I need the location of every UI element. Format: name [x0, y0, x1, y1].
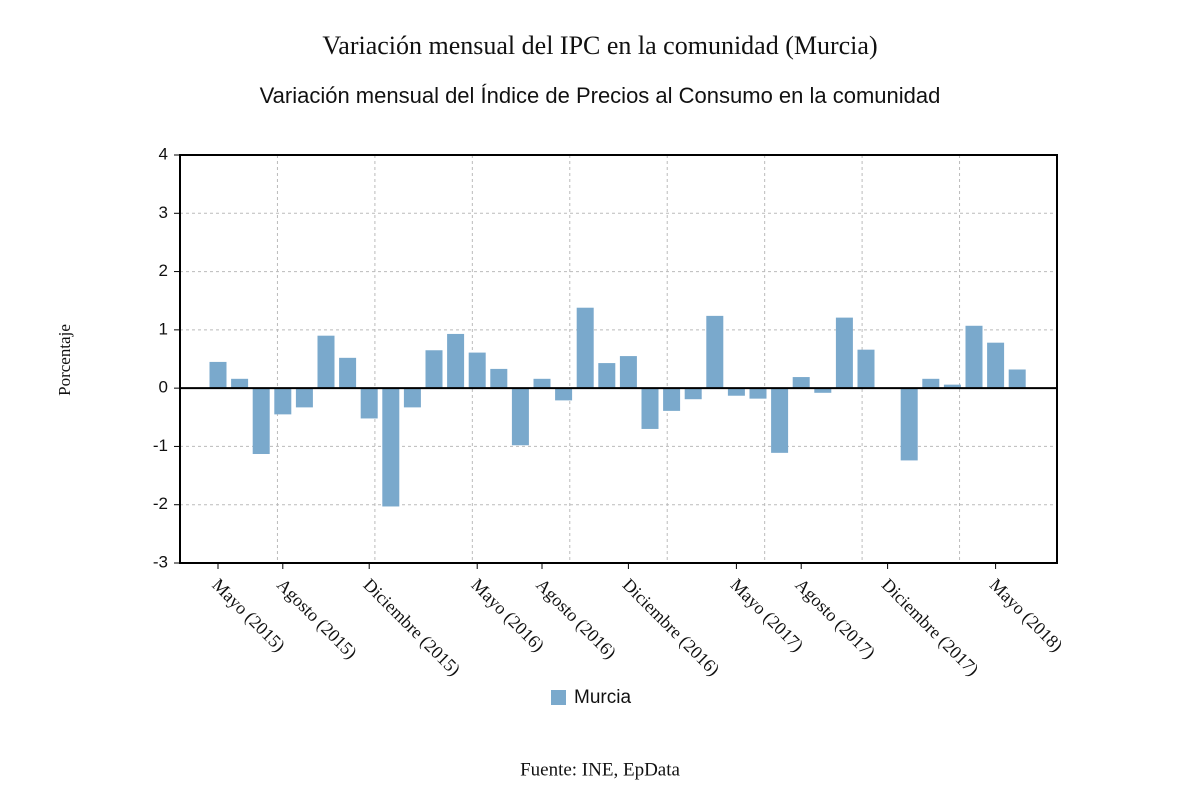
bar — [447, 333, 465, 389]
bar — [382, 388, 400, 507]
plot-frame — [179, 154, 1058, 564]
x-tick-label: Diciembre (2016) — [618, 575, 724, 681]
bar — [749, 388, 767, 399]
bar — [576, 307, 594, 389]
bar — [727, 388, 745, 396]
legend-swatch — [551, 690, 566, 705]
x-tick-label: Diciembre (2017) — [877, 575, 983, 681]
x-tick-label: Agosto (2016) — [532, 575, 621, 664]
x-tick-label: Mayo (2018) — [985, 575, 1067, 657]
bar — [511, 388, 529, 446]
bar — [965, 325, 983, 389]
bar — [641, 388, 659, 429]
y-tick-label: -3 — [153, 552, 168, 571]
y-tick-label: 3 — [159, 203, 168, 222]
legend-label: Murcia — [574, 687, 631, 708]
bar — [922, 378, 940, 389]
bar — [706, 315, 724, 389]
source: Fuente: INE, EpData — [520, 759, 680, 780]
bar — [987, 342, 1005, 389]
bar — [317, 335, 335, 389]
y-tick-label: -2 — [153, 494, 168, 513]
bar — [814, 388, 832, 393]
bar — [490, 368, 508, 389]
bar — [555, 388, 573, 401]
y-tick-label: 4 — [159, 144, 168, 163]
bar — [425, 350, 443, 389]
bar — [598, 363, 616, 389]
bar — [339, 357, 357, 389]
bar — [252, 388, 270, 455]
chart-title: Variación mensual del IPC en la comunida… — [322, 31, 877, 60]
bar — [533, 378, 551, 389]
bar — [684, 388, 702, 400]
bar — [274, 388, 292, 415]
bar — [943, 384, 961, 389]
bar — [1008, 369, 1026, 389]
bar — [619, 356, 637, 389]
bar — [209, 361, 227, 389]
bar — [792, 377, 810, 389]
y-tick-label: -1 — [153, 436, 168, 455]
y-tick-label: 2 — [159, 261, 168, 280]
bar — [295, 388, 313, 408]
x-tick-label: Agosto (2015) — [272, 575, 361, 664]
chart-subtitle: Variación mensual del Índice de Precios … — [260, 83, 941, 108]
bar — [771, 388, 789, 453]
x-tick-label: Diciembre (2015) — [359, 575, 465, 681]
bar — [900, 388, 918, 461]
bar — [857, 349, 875, 389]
bar — [231, 378, 249, 389]
bar — [403, 388, 421, 408]
bar — [468, 352, 486, 389]
bar — [663, 388, 681, 411]
bar — [360, 388, 378, 419]
y-tick-label: 1 — [159, 319, 168, 338]
bar — [835, 317, 853, 389]
x-tick-label: Agosto (2017) — [791, 575, 880, 664]
y-tick-label: 0 — [159, 378, 168, 397]
y-axis-label: Porcentaje — [55, 324, 74, 396]
